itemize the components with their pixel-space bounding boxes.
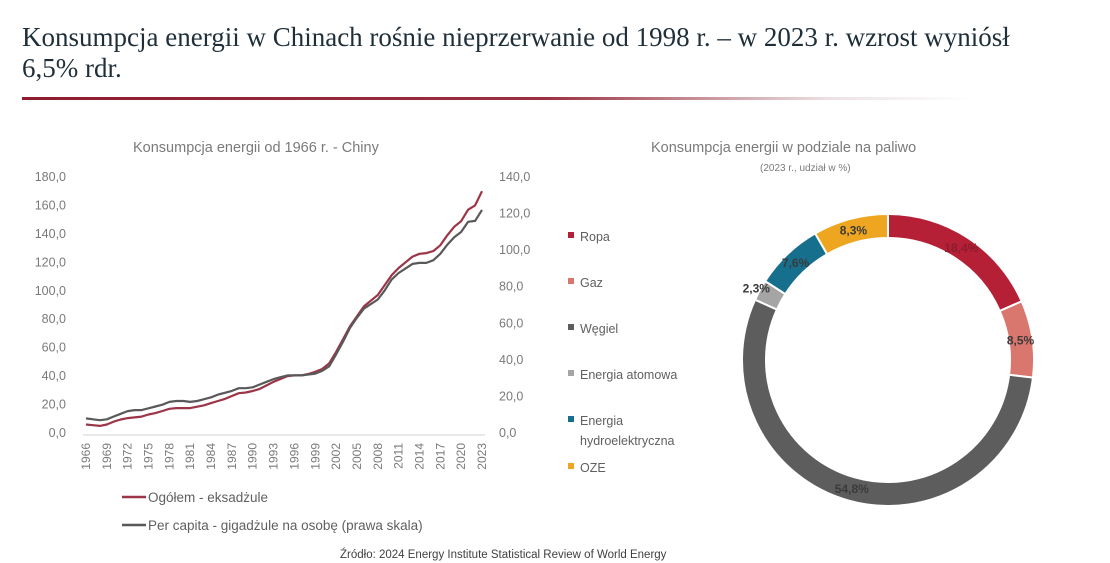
donut-slice [887, 212, 1024, 313]
left-y-tick-label: 80,0 [42, 312, 66, 326]
donut-chart-title: Konsumpcja energii w podziale na paliwo [651, 140, 917, 156]
x-tick-label: 2011 [392, 443, 406, 469]
line-chart: 0,0 20,0 40,0 60,0 80,0 100,0 120,0 140,0 160,0 1… [35, 170, 531, 533]
x-tick-label: 1966 [79, 443, 93, 470]
right-y-tick-label: 20,0 [499, 389, 523, 403]
x-tick-label: 1990 [246, 443, 260, 470]
legend-label: Energia atomowa [580, 368, 677, 382]
left-y-tick-label: 120,0 [35, 255, 66, 269]
legend-label: Ropa [580, 230, 610, 244]
legend-label: Energia [580, 414, 623, 428]
left-y-tick-label: 40,0 [42, 369, 66, 383]
slice-value-label: 8,3% [840, 224, 868, 238]
donut-chart-subtitle: (2023 r., udział w %) [760, 163, 851, 174]
legend-label: Węgiel [580, 322, 618, 336]
x-tick-label: 1972 [121, 443, 135, 470]
x-tick-label: 1987 [225, 443, 239, 470]
left-y-tick-label: 180,0 [35, 170, 66, 184]
x-tick-label: 1975 [142, 443, 156, 470]
slide-title: Konsumpcja energii w Chinach rośnie niep… [22, 22, 1010, 83]
x-tick-label: 2002 [329, 443, 343, 470]
slice-value-label: 2,3% [743, 281, 771, 295]
legend-swatch [568, 370, 574, 376]
legend-swatch [568, 463, 574, 469]
x-tick-label: 2017 [433, 443, 447, 470]
legend-label: hydroelektryczna [580, 434, 675, 448]
source-note: Źródło: 2024 Energy Institute Statistica… [340, 549, 667, 561]
right-y-tick-label: 0,0 [499, 426, 516, 440]
legend-label: Ogółem - eksadżule [148, 490, 268, 505]
donut-chart: Ropa Gaz Węgiel Energia atomowa Energia hydro… [568, 212, 1035, 508]
legend-swatch [568, 324, 574, 330]
left-y-tick-label: 160,0 [35, 198, 66, 212]
line-chart-title: Konsumpcja energii od 1966 r. - Chiny [133, 140, 379, 156]
x-tick-label: 2014 [412, 443, 426, 470]
legend-label: Per capita - gigadżule na osobę (prawa s… [148, 518, 423, 533]
donut-slice [813, 212, 889, 256]
left-y-tick-label: 0,0 [49, 426, 66, 440]
legend-label: OZE [580, 461, 606, 475]
left-y-tick-label: 100,0 [35, 284, 66, 298]
right-y-tick-label: 40,0 [499, 353, 523, 367]
left-y-tick-label: 140,0 [35, 227, 66, 241]
slice-value-label: 8,5% [1007, 333, 1035, 347]
x-tick-label: 1993 [267, 443, 281, 470]
series-line-total [85, 190, 483, 427]
slice-value-label: 18,4% [944, 241, 978, 255]
right-y-tick-label: 120,0 [499, 207, 530, 221]
title-divider [22, 97, 972, 100]
legend-swatch [568, 416, 574, 422]
legend-label: Gaz [580, 276, 603, 290]
legend-swatch [568, 278, 574, 284]
legend-swatch [568, 232, 574, 238]
slice-value-label: 7,6% [782, 256, 810, 270]
right-y-tick-label: 60,0 [499, 316, 523, 330]
left-y-tick-label: 60,0 [42, 341, 66, 355]
right-y-tick-label: 100,0 [499, 243, 530, 257]
x-tick-label: 1984 [204, 443, 218, 470]
x-tick-label: 2008 [371, 443, 385, 470]
series-line-per-capita [85, 209, 483, 422]
x-tick-label: 2005 [350, 443, 364, 470]
x-tick-label: 2020 [454, 443, 468, 470]
x-tick-label: 1996 [287, 443, 301, 470]
donut-slice [741, 298, 1035, 508]
x-tick-label: 2023 [475, 443, 489, 470]
x-tick-label: 1969 [100, 443, 114, 470]
x-tick-label: 1978 [162, 443, 176, 470]
x-tick-label: 1981 [183, 443, 197, 470]
right-y-tick-label: 140,0 [499, 170, 530, 184]
slice-value-label: 54,8% [835, 482, 869, 496]
x-tick-label: 1999 [308, 443, 322, 470]
right-y-tick-label: 80,0 [499, 280, 523, 294]
left-y-tick-label: 20,0 [42, 398, 66, 412]
